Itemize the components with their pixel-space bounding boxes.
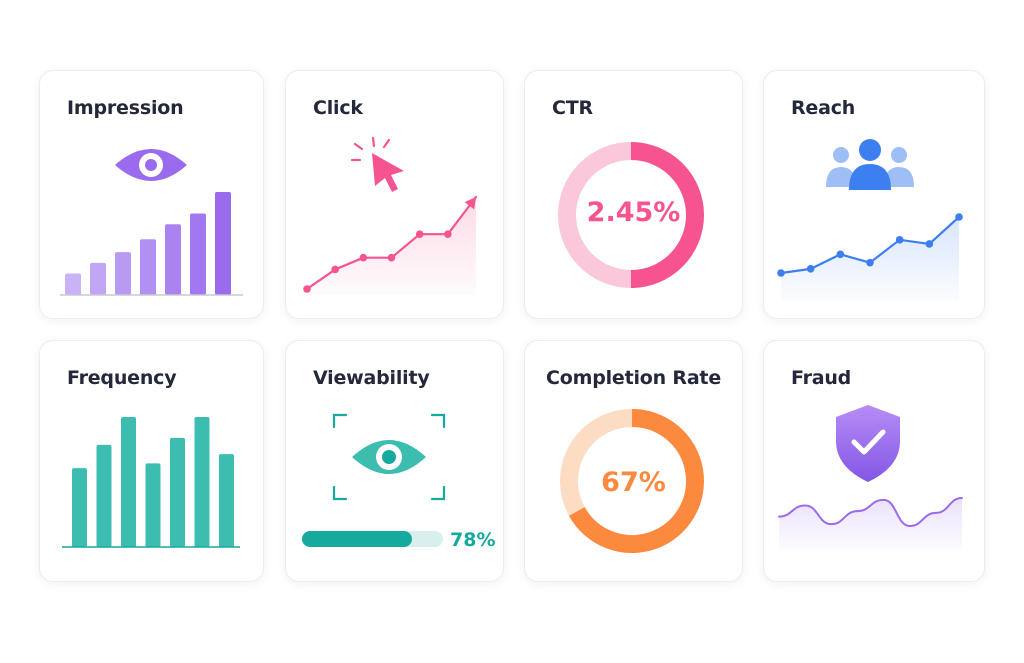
bar bbox=[115, 252, 131, 295]
bar bbox=[96, 444, 112, 547]
viewability-viz bbox=[302, 413, 446, 547]
arrow-head bbox=[464, 197, 476, 210]
card-title: Completion Rate bbox=[546, 367, 722, 389]
reach-viz bbox=[777, 139, 963, 301]
bar bbox=[72, 468, 87, 547]
reach-card[interactable]: Reach bbox=[763, 70, 985, 319]
bar bbox=[190, 213, 206, 295]
bar bbox=[194, 417, 210, 547]
fraud-wave-chart bbox=[778, 497, 963, 551]
click-viz bbox=[303, 136, 478, 295]
data-point bbox=[836, 250, 845, 259]
cursor-click-icon bbox=[350, 136, 404, 192]
card-title: Fraud bbox=[791, 367, 852, 389]
bar bbox=[170, 437, 185, 547]
eye-icon bbox=[352, 440, 426, 474]
ctr-card[interactable]: CTR 2.45% bbox=[524, 70, 743, 319]
data-point bbox=[777, 269, 785, 277]
donut-slice bbox=[560, 409, 633, 516]
data-point bbox=[444, 230, 452, 238]
bar bbox=[219, 454, 234, 547]
data-point bbox=[806, 265, 815, 273]
eye-icon bbox=[115, 149, 187, 181]
data-point bbox=[331, 265, 339, 274]
donut-slice bbox=[630, 142, 704, 288]
users-icon bbox=[826, 139, 914, 190]
ctr-donut-chart bbox=[558, 142, 704, 288]
series-line bbox=[778, 497, 963, 527]
viewability-progress-fill bbox=[302, 531, 412, 547]
impression-viz bbox=[60, 149, 243, 296]
completion-rate-donut-chart bbox=[560, 409, 704, 553]
eye-scan-icon bbox=[332, 413, 446, 501]
fraud-card[interactable]: Fraud bbox=[763, 340, 985, 582]
bar bbox=[65, 273, 81, 295]
ctr-value: 2.45% bbox=[586, 197, 681, 228]
data-point bbox=[415, 230, 424, 238]
data-point bbox=[387, 253, 396, 262]
ctr-viz bbox=[558, 142, 704, 288]
donut-slice bbox=[558, 142, 632, 288]
data-point bbox=[955, 213, 963, 221]
viewability-card[interactable]: Viewability 78% bbox=[285, 340, 504, 582]
frequency-bar-chart bbox=[72, 417, 234, 547]
card-title: Frequency bbox=[67, 367, 177, 389]
completion-rate-value: 67% bbox=[601, 467, 666, 498]
bar bbox=[215, 192, 231, 295]
card-title: CTR bbox=[552, 97, 593, 119]
bar bbox=[165, 224, 181, 295]
completion-rate-viz bbox=[560, 409, 704, 553]
impression-card[interactable]: Impression bbox=[39, 70, 264, 319]
viewability-percent: 78% bbox=[450, 529, 496, 551]
area-fill bbox=[307, 197, 476, 295]
donut-slice bbox=[568, 409, 704, 553]
frequency-card[interactable]: Frequency bbox=[39, 340, 264, 582]
data-point bbox=[303, 285, 311, 293]
completion-rate-card[interactable]: Completion Rate 67% bbox=[524, 340, 743, 582]
card-title: Impression bbox=[67, 97, 184, 119]
frequency-viz bbox=[62, 417, 240, 548]
bar bbox=[121, 417, 136, 547]
bar bbox=[140, 239, 156, 295]
card-title: Viewability bbox=[313, 367, 430, 389]
data-point bbox=[925, 240, 934, 248]
click-line-chart bbox=[303, 195, 478, 295]
impression-bar-chart bbox=[65, 192, 231, 295]
shield-check-icon bbox=[836, 405, 900, 482]
area-fill bbox=[779, 498, 962, 551]
area-fill bbox=[781, 217, 959, 301]
bar bbox=[90, 262, 106, 295]
data-point bbox=[359, 253, 368, 262]
data-point bbox=[866, 258, 874, 267]
data-point bbox=[895, 236, 904, 244]
fraud-viz bbox=[778, 405, 963, 551]
reach-line-chart bbox=[777, 213, 963, 301]
click-card[interactable]: Click bbox=[285, 70, 504, 319]
card-title: Click bbox=[313, 97, 363, 119]
bar bbox=[145, 463, 161, 547]
card-title: Reach bbox=[791, 97, 856, 119]
